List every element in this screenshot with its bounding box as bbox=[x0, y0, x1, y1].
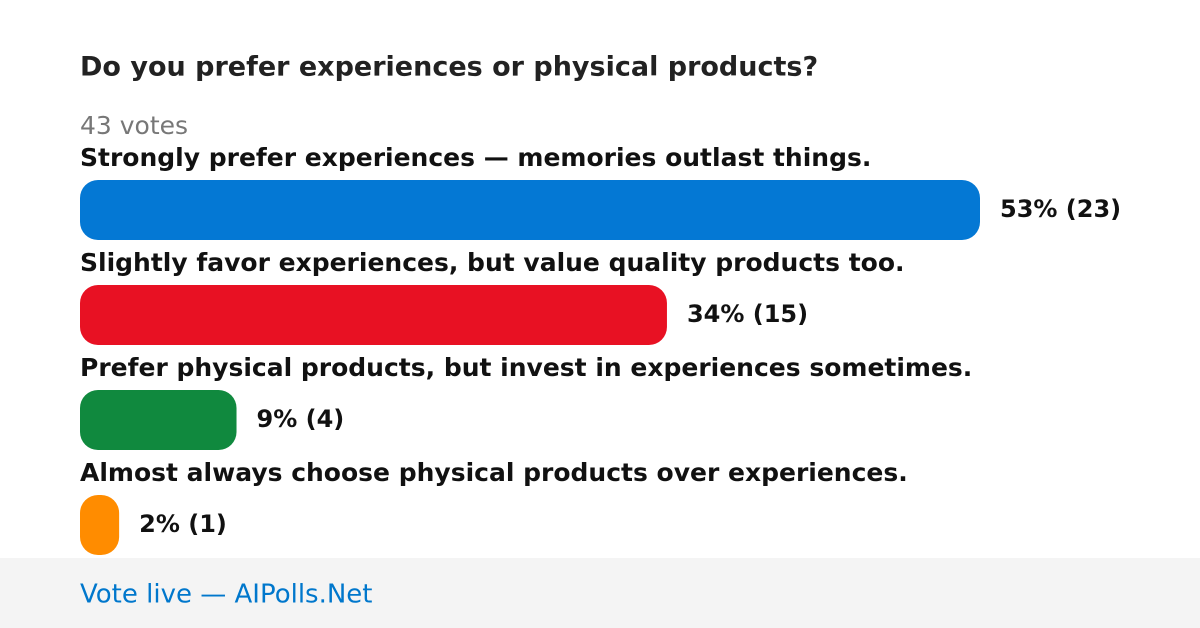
option-label: Strongly prefer experiences — memories o… bbox=[80, 143, 871, 172]
value-label: 2% (1) bbox=[139, 510, 227, 538]
bar bbox=[80, 495, 120, 555]
bar bbox=[80, 390, 237, 450]
poll-title: Do you prefer experiences or physical pr… bbox=[80, 52, 818, 83]
footer-link[interactable]: Vote live — AIPolls.Net bbox=[80, 580, 373, 610]
option-label: Prefer physical products, but invest in … bbox=[80, 353, 972, 382]
option-label: Slightly favor experiences, but value qu… bbox=[80, 248, 905, 277]
value-label: 53% (23) bbox=[1000, 195, 1121, 223]
bar bbox=[80, 180, 980, 240]
bar bbox=[80, 285, 667, 345]
footer-bar bbox=[0, 558, 1200, 628]
value-label: 34% (15) bbox=[687, 300, 808, 328]
vote-count: 43 votes bbox=[80, 111, 188, 140]
option-label: Almost always choose physical products o… bbox=[80, 458, 908, 487]
value-label: 9% (4) bbox=[257, 405, 345, 433]
